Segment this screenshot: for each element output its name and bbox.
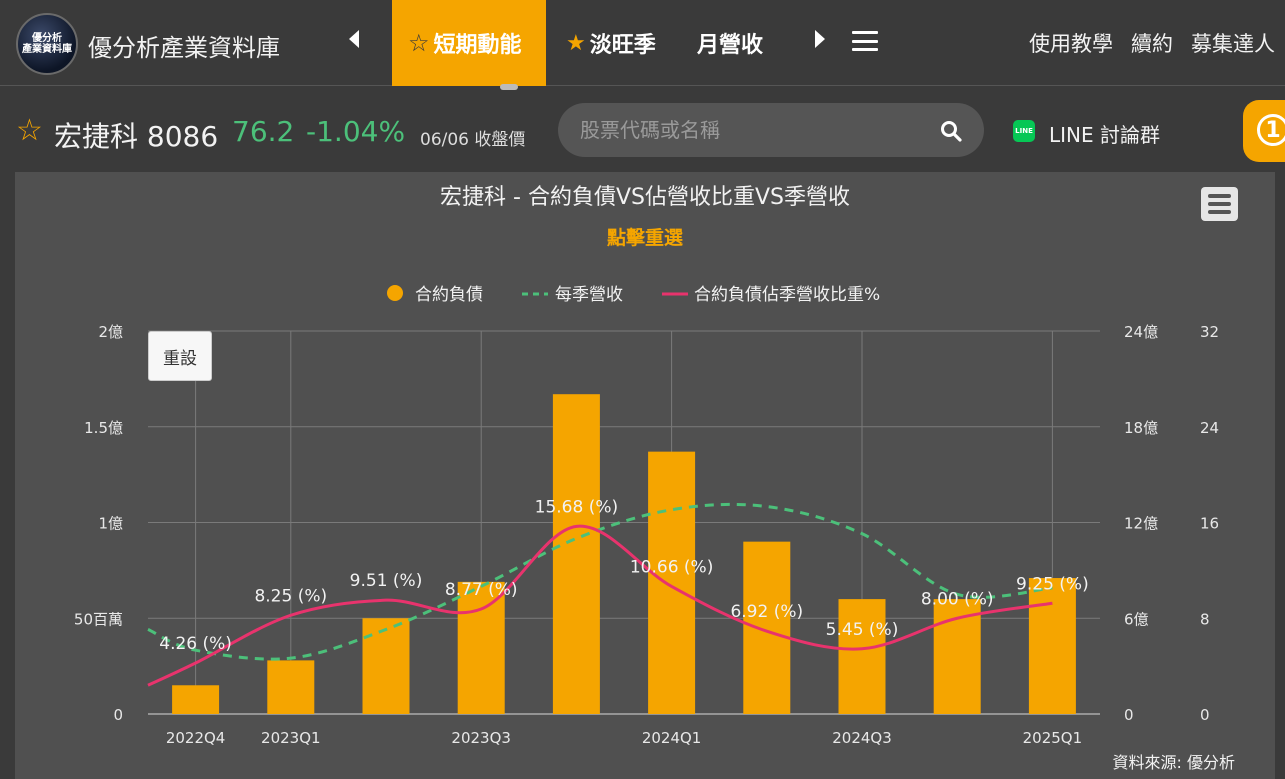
tab-label: 月營收 bbox=[697, 33, 764, 58]
search-input[interactable] bbox=[580, 115, 920, 145]
chart-export-menu-icon[interactable] bbox=[1201, 187, 1238, 221]
search-box bbox=[558, 103, 984, 157]
tab-seasonality[interactable]: ★ 淡旺季 bbox=[566, 0, 656, 86]
stock-price: 76.2 bbox=[232, 115, 295, 148]
tab-short-term-momentum[interactable]: ☆ 短期動能 bbox=[392, 0, 546, 86]
link-tutorial[interactable]: 使用教學 bbox=[1029, 32, 1113, 56]
tab-monthly-revenue[interactable]: 月營收 bbox=[697, 0, 763, 86]
header-links: 使用教學 續約 募集達人 bbox=[1029, 28, 1275, 58]
nav-prev-arrow-icon[interactable] bbox=[349, 30, 359, 48]
nav-next-arrow-icon[interactable] bbox=[815, 30, 825, 48]
zoom-reset-button[interactable]: 重設 bbox=[148, 331, 212, 381]
top-navbar: 優分析 產業資料庫 優分析產業資料庫 ☆ 短期動能 ★ 淡旺季 月營收 使用教學… bbox=[0, 0, 1285, 90]
site-title[interactable]: 優分析產業資料庫 bbox=[88, 34, 280, 62]
menu-icon[interactable] bbox=[852, 31, 878, 51]
favorite-star-icon[interactable]: ☆ bbox=[16, 113, 43, 148]
logo-text-line1: 優分析 bbox=[32, 33, 62, 44]
line-icon[interactable]: LINE bbox=[1013, 120, 1035, 142]
tab-label: 淡旺季 bbox=[589, 33, 656, 58]
stock-date-label: 06/06 收盤價 bbox=[420, 130, 526, 150]
floating-button-label: 1 bbox=[1257, 114, 1285, 146]
chart-container bbox=[15, 172, 1275, 779]
link-recruit[interactable]: 募集達人 bbox=[1191, 32, 1275, 56]
star-filled-icon: ★ bbox=[566, 30, 586, 56]
stock-name-code: 宏捷科 8086 bbox=[54, 120, 219, 153]
line-group-link[interactable]: LINE 討論群 bbox=[1049, 123, 1160, 147]
tab-indicator bbox=[500, 84, 518, 90]
logo-text-line2: 產業資料庫 bbox=[22, 44, 72, 55]
star-outline-icon: ☆ bbox=[408, 29, 430, 57]
search-icon[interactable] bbox=[940, 120, 962, 142]
link-renew[interactable]: 續約 bbox=[1131, 32, 1173, 56]
stock-change: -1.04% bbox=[306, 115, 406, 148]
floating-action-button[interactable]: 1 bbox=[1243, 100, 1285, 162]
stock-bar: ☆ 宏捷科 8086 76.2 -1.04% 06/06 收盤價 LINE LI… bbox=[0, 100, 1285, 162]
tab-label: 短期動能 bbox=[433, 33, 522, 58]
site-logo[interactable]: 優分析 產業資料庫 bbox=[16, 13, 78, 75]
